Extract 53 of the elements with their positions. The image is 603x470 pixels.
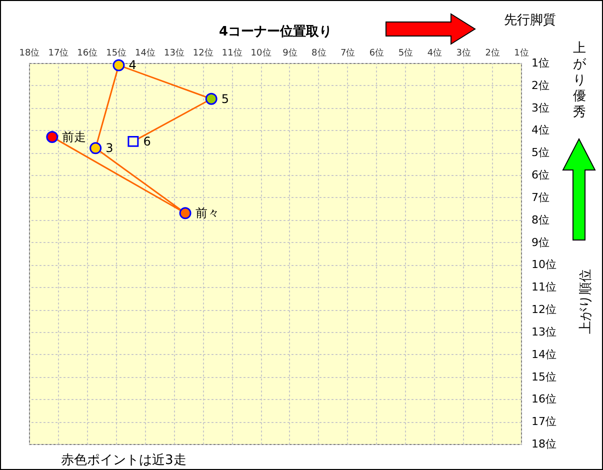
y-tick-label: 13位 (532, 325, 556, 338)
y-tick-label: 9位 (532, 236, 550, 249)
point (112, 59, 125, 72)
series-label: 4 (128, 58, 136, 72)
y-tick-label: 7位 (532, 190, 550, 204)
x-tick-label: 5位 (398, 48, 414, 58)
x-tick-label: 4位 (427, 48, 442, 58)
y-tick-label: 2位 (532, 78, 550, 92)
x-tick-label: 17位 (48, 48, 69, 58)
y-tick-label: 5位 (532, 146, 550, 160)
point (205, 92, 218, 105)
text: 先行脚質 (504, 12, 556, 29)
text: 赤色ポイントは近3走 (61, 452, 186, 469)
series-label: 前走 (62, 130, 86, 144)
y-tick-label: 18位 (532, 438, 556, 450)
x-tick-label: 13位 (164, 48, 184, 58)
point (46, 130, 58, 143)
x-axis-title: 4コーナー位置取り (218, 24, 332, 40)
point (90, 142, 102, 154)
x-tick-label: 12位 (192, 48, 214, 58)
series-label: 6 (143, 134, 151, 148)
y-tick-label: 11位 (532, 280, 556, 294)
x-tick-label: 3位 (456, 48, 471, 58)
y-axis-title: 上がり順位 (578, 269, 594, 334)
x-tick-label: 18位 (19, 48, 40, 58)
y-tick-label: 3位 (532, 101, 550, 114)
x-tick-label: 9位 (282, 48, 298, 58)
x-tick-label: 1位 (514, 48, 529, 58)
series-label: 前々 (195, 206, 220, 220)
x-tick-label: 7位 (340, 48, 356, 58)
x-tick-label: 10位 (250, 48, 272, 58)
y-tick-label: 1位 (532, 56, 550, 70)
y-tick-label: 12位 (532, 303, 556, 316)
point (179, 207, 192, 220)
y-tick-label: 16位 (532, 392, 556, 406)
x-tick-label: 8位 (312, 48, 326, 58)
x-tick-label: 2位 (485, 48, 500, 58)
x-tick-label: 14位 (135, 48, 156, 58)
x-tick-label: 15位 (106, 48, 127, 58)
y-tick-label: 8位 (532, 213, 550, 226)
x-tick-label: 11位 (222, 48, 242, 58)
y-tick-label: 15位 (532, 370, 556, 384)
y-tick-label: 6位 (532, 168, 550, 182)
text: 上がり優秀 (573, 41, 586, 121)
series-label: 3 (106, 141, 114, 156)
point (128, 136, 139, 147)
y-tick-label: 14位 (532, 348, 556, 361)
series-label: 5 (221, 92, 229, 106)
y-tick-label: 17位 (532, 415, 556, 428)
y-tick-label: 10位 (532, 258, 556, 272)
x-tick-label: 16位 (77, 48, 98, 58)
y-tick-label: 4位 (532, 124, 550, 137)
x-tick-label: 6位 (369, 48, 384, 58)
